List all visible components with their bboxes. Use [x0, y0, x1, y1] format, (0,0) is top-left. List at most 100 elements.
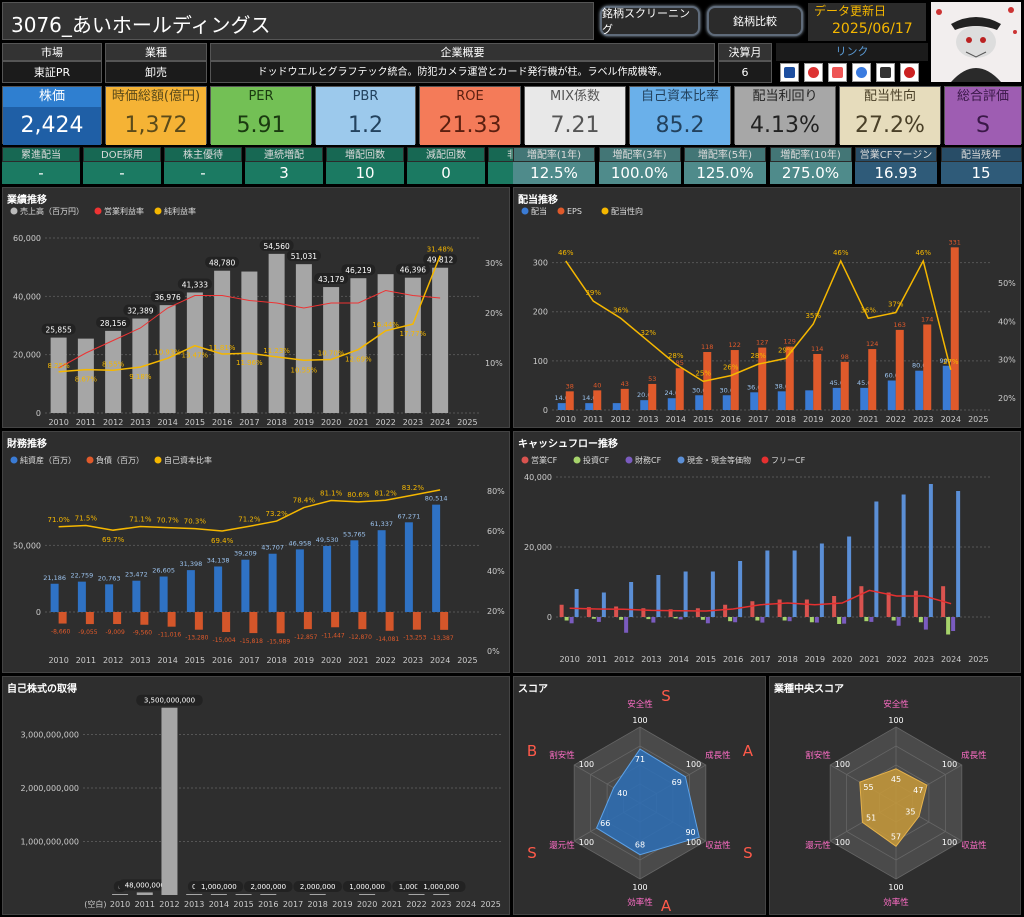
debt-bar [303, 612, 312, 630]
radar-value: 55 [863, 783, 873, 792]
cf-bar [591, 617, 596, 619]
debt-label: -9,560 [133, 630, 153, 637]
net-margin-label: 12.69% [345, 356, 372, 364]
kpi-value: 27.2% [840, 107, 940, 145]
equity-bar [241, 559, 250, 612]
radar-value: 51 [866, 813, 876, 822]
x-tick: 2015 [233, 900, 253, 909]
score-panel: スコア 71 69 90 68 66 40 安全性 100 S 成長性 100 A 収益性 100 S 効率性… [513, 676, 766, 915]
sales-bar [77, 338, 94, 413]
x-tick: 2021 [859, 655, 879, 664]
x-tick: 2019 [332, 900, 352, 909]
cf-bar [700, 617, 705, 620]
net-margin-label: 17.77% [400, 330, 427, 338]
bar-label: 1,000,000 [399, 883, 435, 891]
radar-value: 57 [891, 832, 901, 841]
bar-label-bg [286, 250, 321, 262]
eps-bar [813, 353, 822, 410]
link-icon[interactable] [828, 63, 847, 82]
bar-label-bg [205, 256, 240, 268]
compare-button[interactable]: 銘柄比較 [707, 6, 803, 36]
radar-axis-label: 安全性 [883, 699, 909, 710]
y2-tick: 30% [485, 259, 503, 268]
x-tick: 2012 [611, 415, 631, 424]
eps-label: 122 [729, 341, 741, 349]
cf-bar [601, 592, 606, 617]
y-tick: 60,000 [13, 234, 41, 243]
bar-label: 54,560 [264, 242, 290, 251]
radar-max: 100 [579, 760, 594, 769]
kpi-card: 株価 2,424 [2, 86, 102, 145]
net-margin-label: 8.25% [48, 362, 71, 370]
stat-card: 増配率(10年) 275.0% [769, 147, 852, 184]
y-tick: 1,000,000,000 [20, 837, 79, 846]
finance-panel: 財務推移 純資産（百万） 負債（百万） 自己資本比率 0 50,000 0% 20% 40% 6… [2, 431, 510, 673]
cf-bar [918, 617, 923, 623]
equity-ratio-label: 69.4% [211, 537, 234, 545]
legend-label: 営業利益率 [104, 206, 144, 216]
x-tick: 2018 [266, 418, 286, 427]
legend-marker [86, 456, 94, 464]
y2-tick: 50% [998, 279, 1016, 288]
equity-label: 67,271 [398, 512, 421, 520]
radar-max: 100 [888, 883, 903, 892]
cashflow-panel: キャッシュフロー推移 営業CF 投資CF 財務CF 現金・現金等価物 フリーCF 0 20,… [513, 431, 1021, 673]
x-tick: 2021 [858, 415, 878, 424]
y-tick: 300 [533, 259, 548, 268]
cf-bar [656, 575, 661, 617]
payout-label: 29% [778, 346, 794, 354]
x-tick: 2016 [723, 655, 743, 664]
x-tick: 2013 [638, 415, 658, 424]
bar-label: 0 [192, 883, 196, 891]
update-box: データ更新日 2025/06/17 [808, 3, 926, 41]
eps-bar [620, 388, 629, 410]
x-tick: 2014 [666, 415, 686, 424]
buyback-bar [309, 894, 326, 895]
screening-button[interactable]: 銘柄スクリーニング [600, 6, 700, 36]
equity-ratio-label: 70.7% [157, 517, 180, 525]
link-icon[interactable] [900, 63, 919, 82]
debt-bar [385, 612, 394, 631]
stat-value: - [38, 164, 44, 182]
bar-label-bg [423, 253, 458, 265]
radar-max: 100 [888, 716, 903, 725]
dividend-title: 配当推移 [518, 195, 558, 206]
equity-bar [323, 545, 332, 612]
buyback-bar [359, 894, 376, 895]
x-tick: 2018 [308, 900, 328, 909]
link-icon[interactable] [876, 63, 895, 82]
legend-marker [521, 456, 529, 464]
bar-label: 49,812 [427, 256, 453, 265]
debt-label: -9,055 [78, 629, 98, 636]
net-margin-label: 10.70% [318, 350, 345, 358]
payout-line [565, 258, 952, 383]
y2-tick: 10% [485, 359, 503, 368]
buyback-bar [136, 892, 153, 895]
link-icon[interactable] [780, 63, 799, 82]
dividend-label: 90.0 [940, 357, 954, 365]
eps-bar [593, 390, 602, 410]
radar-max: 100 [632, 883, 647, 892]
dividend-label: 60.0 [885, 372, 899, 380]
buyback-title: 自己株式の取得 [7, 684, 77, 695]
y2-tick: 80% [487, 487, 505, 496]
cf-bar [760, 617, 765, 623]
industry-label: 業種 [105, 43, 207, 61]
x-tick: 2011 [587, 655, 607, 664]
link-icon[interactable] [852, 63, 871, 82]
legend-label: 純利益率 [164, 206, 196, 216]
dividend-bar [832, 387, 841, 410]
x-tick: 2023 [431, 900, 451, 909]
stat-label: 累進配当 [2, 147, 80, 162]
bar-label-bg [123, 304, 158, 316]
link-icons [776, 61, 928, 84]
link-icon[interactable] [804, 63, 823, 82]
stat-value: 0 [441, 164, 451, 182]
sales-bar [377, 274, 394, 413]
stat-label: 増配率(1年) [513, 147, 595, 162]
x-tick: 2012 [103, 418, 123, 427]
legend-marker [557, 207, 565, 215]
x-tick: 2012 [614, 655, 634, 664]
payout-label: 36% [613, 306, 629, 314]
stat-label: 連続増配 [245, 147, 323, 162]
